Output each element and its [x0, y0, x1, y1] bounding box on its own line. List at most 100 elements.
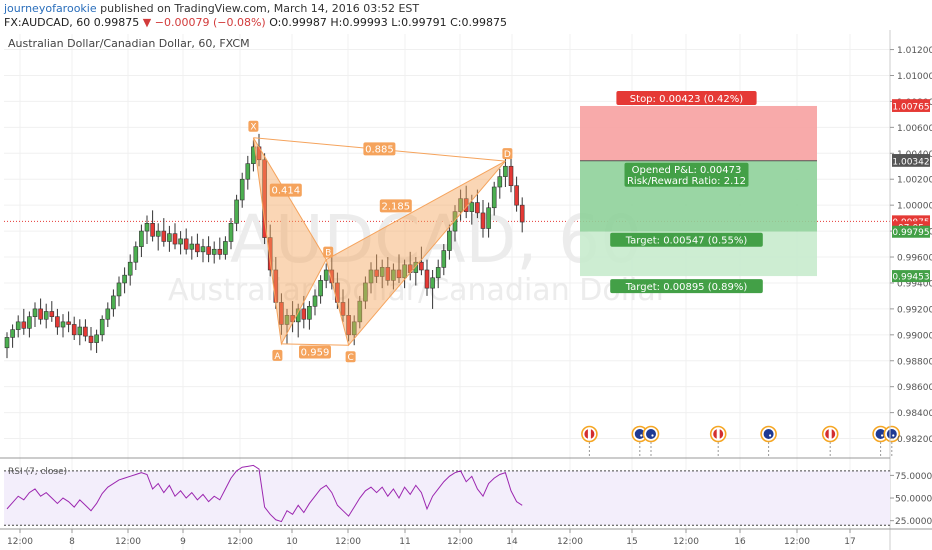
ratio-label-ac: 0.959: [301, 348, 330, 359]
candle: [139, 230, 144, 247]
time-tick-label: 9: [180, 537, 186, 547]
candle: [323, 269, 329, 281]
price-chart[interactable]: AUDCAD, 60 Australian Dollar/Canadian Do…: [0, 30, 932, 550]
candlestick-series: [4, 133, 525, 359]
candle: [155, 230, 161, 237]
candle: [189, 243, 195, 250]
candle: [435, 267, 441, 279]
last-price: 0.99875: [93, 16, 140, 29]
chart-header: journeyofarookie published on TradingVie…: [0, 0, 932, 30]
pattern-point-box: [248, 120, 259, 132]
ratio-label-xb: 0.414: [271, 186, 300, 197]
price-tag-box: [892, 99, 930, 112]
australia-flag-icon: [646, 429, 656, 439]
candle: [105, 308, 111, 320]
stop-label: Stop: 0.00423 (0.42%): [630, 94, 743, 105]
candle: [301, 308, 307, 320]
time-tick-label: 10: [286, 537, 298, 547]
price-tag-box: [892, 154, 930, 167]
candle: [4, 337, 10, 349]
candle: [122, 274, 127, 284]
australia-flag-icon: [886, 429, 897, 439]
candle: [340, 302, 346, 316]
candle: [217, 248, 223, 255]
publish-line: journeyofarookie published on TradingVie…: [4, 2, 419, 15]
canada-flag-stripe: [828, 429, 832, 439]
candle: [441, 250, 447, 268]
candle: [167, 233, 172, 242]
ratio-box: [269, 183, 302, 197]
candle: [312, 295, 318, 307]
candle: [419, 261, 424, 271]
economic-events[interactable]: [581, 425, 901, 459]
time-tick-label: 14: [506, 537, 518, 547]
ratio-box: [379, 199, 412, 213]
time-tick-label: 12:00: [335, 537, 361, 547]
candle: [279, 302, 284, 325]
time-tick-label: 12:00: [447, 537, 473, 547]
time-axis[interactable]: 12:00 8 12:00 9 12:00 10 12:00 11 12:00 14 12:00 15…: [7, 529, 856, 547]
canada-flag-stripe: [587, 429, 591, 439]
price-tag-box: [892, 270, 930, 283]
candle: [49, 311, 55, 317]
time-tick-label: 12:00: [673, 537, 699, 547]
candle: [475, 202, 480, 214]
candle: [234, 199, 239, 224]
candle: [245, 163, 251, 180]
candle: [497, 176, 503, 188]
price-tick-label: 0.98400: [897, 409, 932, 419]
price-tick-label: 1.00600: [897, 124, 932, 134]
price-tag-box: [892, 225, 930, 238]
price-tick-label: 1.01200: [897, 46, 932, 56]
ratio-label-bd: 2.185: [381, 201, 410, 212]
candle: [480, 212, 486, 229]
publish-info: published on TradingView.com, March 14, …: [100, 2, 420, 15]
australia-flag-icon: [634, 429, 645, 439]
candle: [447, 230, 452, 251]
time-tick-label: 12:00: [227, 537, 253, 547]
target1-label-box: [610, 232, 763, 247]
rsi-pane[interactable]: RSI (7, close) 75.0000 50.0000 25.0000: [0, 457, 932, 530]
candle: [503, 165, 508, 177]
australia-flag-star: [892, 434, 895, 437]
candle: [239, 178, 245, 201]
pattern-point-box: [345, 351, 356, 363]
candle: [452, 211, 458, 232]
time-tick-label: 15: [626, 537, 637, 547]
time-tick-label: 11: [399, 537, 410, 547]
candle: [262, 159, 267, 238]
stop-zone: [580, 105, 817, 161]
price-change: ▼ −0.00079 (−0.08%): [142, 16, 266, 29]
price-tag: 0.99795: [892, 228, 929, 238]
candle: [486, 207, 491, 229]
candle: [183, 238, 189, 250]
candle: [374, 269, 379, 277]
position-labels: Stop: 0.00423 (0.42%) Opened P&L: 0.00473…: [610, 90, 763, 294]
pattern-point-d: D: [504, 150, 511, 160]
candle: [144, 223, 150, 232]
candle: [127, 261, 133, 276]
candle: [469, 202, 475, 212]
target2-label: Target: 0.00895 (0.89%): [625, 282, 748, 293]
candle: [111, 295, 116, 310]
candle: [10, 329, 15, 338]
candle: [223, 241, 228, 255]
canada-flag-stripe: [716, 429, 720, 439]
author-link[interactable]: journeyofarookie: [4, 2, 97, 15]
pattern-point-x: X: [250, 123, 256, 133]
position-tool[interactable]: [580, 105, 817, 277]
price-tag: 0.99453: [892, 273, 929, 283]
time-tick-label: 17: [844, 537, 855, 547]
time-tick-label: 12:00: [784, 537, 810, 547]
harmonic-pattern[interactable]: X A B C D 0.885 0.414 0.959 2.185: [248, 120, 513, 363]
stop-label-box: [616, 90, 757, 105]
symbol-label: FX:AUDCAD, 60: [4, 16, 91, 29]
price-tick-label: 0.99400: [897, 279, 932, 289]
pattern-point-a: A: [274, 352, 281, 362]
candle: [307, 305, 312, 320]
candle: [38, 308, 43, 320]
price-tick-label: 1.00000: [897, 202, 932, 212]
candle: [391, 269, 396, 281]
candle: [413, 261, 419, 273]
candle: [172, 233, 178, 245]
